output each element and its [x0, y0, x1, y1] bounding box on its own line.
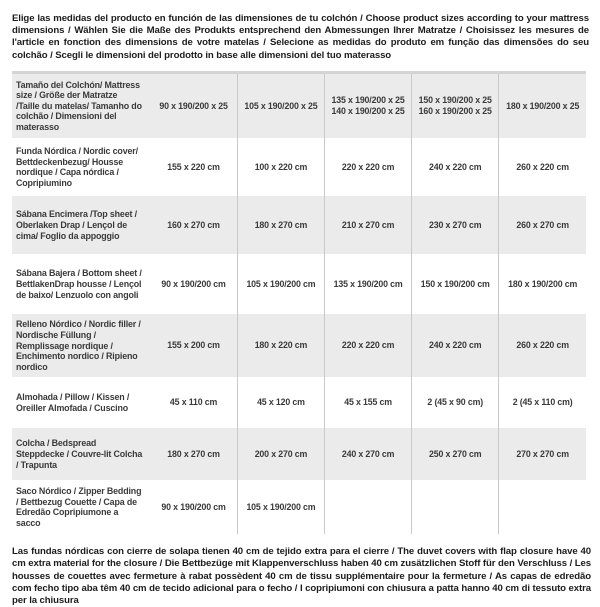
size-cell: 105 x 190/200 cm [236, 254, 325, 315]
size-cell: 2 (45 x 90 cm) [411, 377, 499, 429]
size-cell: 2 (45 x 110 cm) [498, 377, 586, 429]
size-cell: 180 x 220 cm [236, 314, 325, 378]
size-cell: 180 x 190/200 x 25 [498, 72, 586, 139]
size-cell: 230 x 270 cm [411, 196, 499, 255]
row-label: Almohada / Pillow / Kissen / Oreiller Al… [16, 392, 130, 413]
size-cell: 45 x 110 cm [169, 397, 218, 408]
size-cell [498, 480, 586, 535]
row-label: Saco Nórdico / Zipper Bedding / Bettbezu… [16, 486, 142, 528]
size-cell [411, 480, 499, 535]
size-cell: 270 x 270 cm [498, 428, 586, 481]
size-cell: 45 x 120 cm [236, 377, 325, 429]
size-cell: 240 x 270 cm [324, 428, 412, 481]
size-cell: 155 x 200 cm [167, 340, 220, 351]
table-row-pillow: Almohada / Pillow / Kissen / Oreiller Al… [12, 377, 586, 429]
size-cell: 135 x 190/200 cm [324, 254, 412, 315]
size-cell: 105 x 190/200 x 25 [236, 72, 325, 139]
size-cell: 180 x 270 cm [236, 196, 325, 255]
size-cell: 180 x 190/200 cm [498, 254, 586, 315]
table-row-mattress-size: Tamaño del Colchón/ Mattress size / Größ… [12, 72, 586, 139]
size-cell: 240 x 220 cm [411, 314, 499, 378]
size-cell: 155 x 220 cm [167, 161, 220, 172]
size-cell: 180 x 270 cm [167, 448, 220, 459]
size-cell: 105 x 190/200 cm [236, 480, 325, 535]
table-row-nordic-filler: Relleno Nórdico / Nordic filler / Nordis… [12, 314, 586, 378]
row-label: Funda Nórdica / Nordic cover/ Bettdecken… [16, 146, 138, 188]
row-label: Colcha / Bedspread Steppdecke / Couvre-l… [16, 438, 143, 470]
intro-text: Elige las medidas del producto en funció… [12, 13, 589, 61]
size-cell: 210 x 270 cm [324, 196, 412, 255]
size-cell: 150 x 190/200 x 25 160 x 190/200 x 25 [411, 72, 499, 139]
table-row-top-sheet: Sábana Encimera /Top sheet / Oberlaken D… [12, 196, 586, 255]
table-row-bedspread: Colcha / Bedspread Steppdecke / Couvre-l… [12, 428, 586, 481]
row-label: Sábana Encimera /Top sheet / Oberlaken D… [16, 209, 137, 241]
footer-note-text: Las fundas nórdicas con cierre de solapa… [12, 546, 591, 607]
size-cell: 240 x 220 cm [411, 138, 499, 197]
size-cell: 135 x 190/200 x 25 140 x 190/200 x 25 [324, 72, 412, 139]
size-table: Tamaño del Colchón/ Mattress size / Größ… [12, 70, 586, 535]
size-cell: 260 x 220 cm [498, 314, 586, 378]
size-cell: 90 x 190/200 x 25 [159, 100, 228, 111]
size-cell: 260 x 220 cm [498, 138, 586, 197]
row-label: Relleno Nórdico / Nordic filler / Nordis… [16, 319, 141, 372]
size-cell: 260 x 270 cm [498, 196, 586, 255]
size-cell: 90 x 190/200 cm [161, 501, 226, 512]
table-row-bottom-sheet: Sábana Bajera / Bottom sheet / Bettlaken… [12, 254, 586, 315]
size-cell: 150 x 190/200 cm [411, 254, 499, 315]
size-cell [324, 480, 412, 535]
size-cell: 45 x 155 cm [324, 377, 412, 429]
table-row-nordic-cover: Funda Nórdica / Nordic cover/ Bettdecken… [12, 138, 586, 197]
table-row-zipper-bedding: Saco Nórdico / Zipper Bedding / Bettbezu… [12, 480, 586, 535]
row-label: Sábana Bajera / Bottom sheet / Bettlaken… [16, 268, 142, 300]
row-label: Tamaño del Colchón/ Mattress size / Größ… [16, 79, 142, 132]
size-cell: 100 x 220 cm [236, 138, 325, 197]
size-cell: 220 x 220 cm [324, 314, 412, 378]
size-cell: 160 x 270 cm [167, 219, 220, 230]
size-cell: 200 x 270 cm [236, 428, 325, 481]
size-cell: 250 x 270 cm [411, 428, 499, 481]
size-cell: 90 x 190/200 cm [161, 278, 226, 289]
size-cell: 220 x 220 cm [324, 138, 412, 197]
